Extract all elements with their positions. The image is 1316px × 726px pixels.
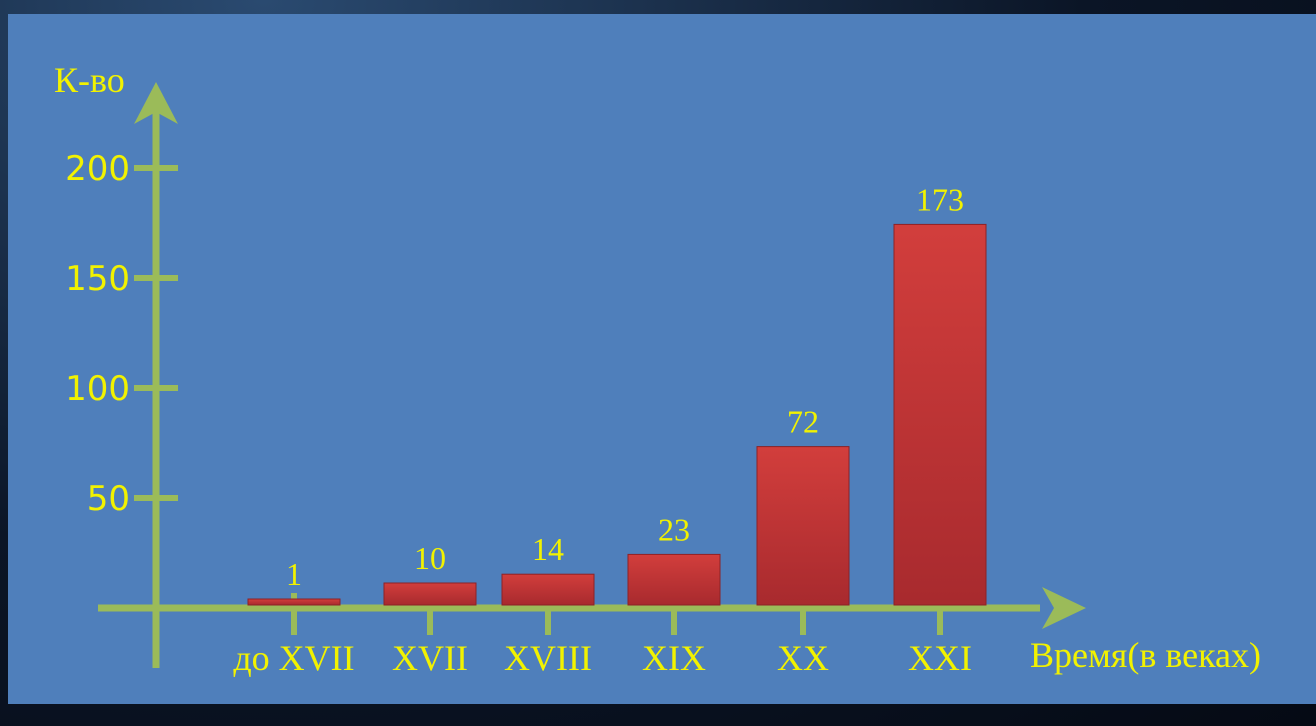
category-label: XX <box>777 638 829 678</box>
category-label: XIX <box>642 638 706 678</box>
bar <box>893 223 987 606</box>
x-axis-arrow-icon <box>1042 587 1086 629</box>
category-label: XVIII <box>504 638 592 678</box>
data-label: 1 <box>286 556 302 592</box>
bar <box>756 446 850 606</box>
bar <box>383 582 477 606</box>
data-label: 14 <box>532 531 564 567</box>
x-axis-title: Время(в веках) <box>1030 635 1261 675</box>
y-tick-label: 200 <box>65 149 130 189</box>
y-tick-label: 50 <box>87 479 130 519</box>
category-label: XXI <box>908 638 972 678</box>
data-label: 173 <box>916 181 964 217</box>
labels: 50 100 150 200 К-во Время(в веках) 1 до XVII 10 X… <box>54 60 1261 678</box>
y-axis-title: К-во <box>54 60 125 100</box>
y-tick-label: 100 <box>65 369 130 409</box>
y-axis-arrow-icon <box>134 82 178 124</box>
data-label: 23 <box>658 511 690 547</box>
category-label: до XVII <box>233 638 354 678</box>
bar <box>501 573 595 606</box>
category-label: XVII <box>392 638 468 678</box>
data-label: 72 <box>787 404 819 440</box>
bar <box>247 598 341 606</box>
y-tick-label: 150 <box>65 259 130 299</box>
bar <box>627 553 721 606</box>
data-label: 10 <box>414 540 446 576</box>
bars <box>247 223 987 606</box>
